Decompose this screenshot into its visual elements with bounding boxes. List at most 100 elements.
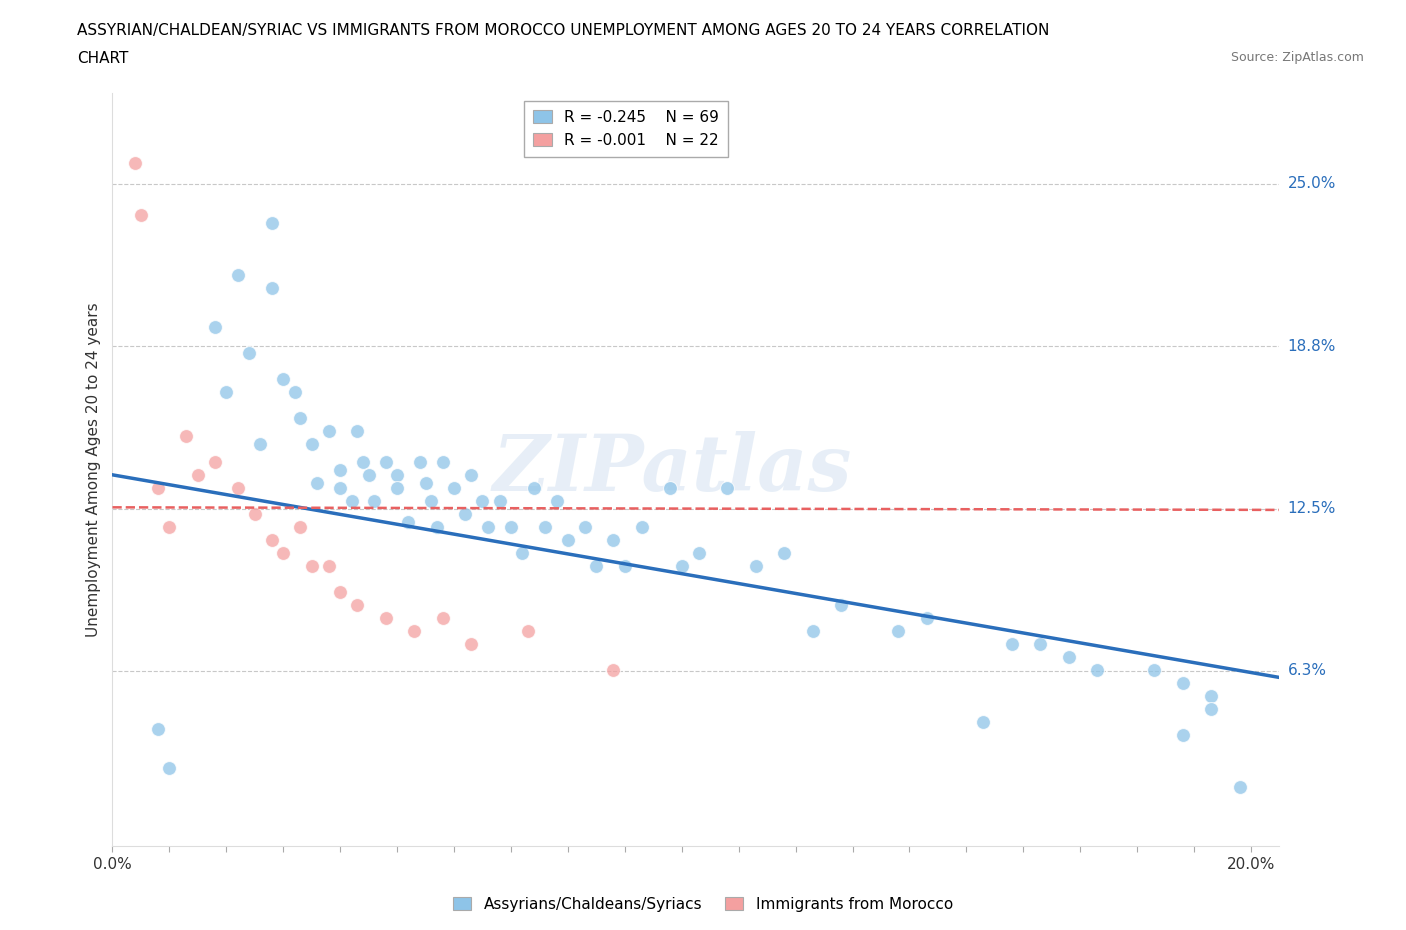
Point: [357, 468, 380, 483]
Point: [1171, 675, 1194, 690]
Point: [409, 455, 432, 470]
Point: [346, 597, 368, 612]
Point: [471, 494, 494, 509]
Point: [460, 636, 482, 651]
Point: [243, 506, 266, 521]
Point: [773, 545, 796, 560]
Point: [301, 558, 323, 573]
Point: [271, 545, 294, 560]
Text: Source: ZipAtlas.com: Source: ZipAtlas.com: [1230, 51, 1364, 64]
Point: [290, 410, 312, 425]
Text: 6.3%: 6.3%: [1288, 663, 1327, 679]
Point: [157, 761, 180, 776]
Point: [432, 455, 454, 470]
Point: [1171, 727, 1194, 742]
Point: [146, 722, 169, 737]
Point: [398, 514, 420, 529]
Point: [340, 494, 363, 509]
Text: 25.0%: 25.0%: [1288, 177, 1336, 192]
Point: [1143, 662, 1166, 677]
Point: [488, 494, 510, 509]
Point: [534, 519, 557, 534]
Point: [176, 429, 198, 444]
Point: [477, 519, 499, 534]
Text: 18.8%: 18.8%: [1288, 339, 1336, 353]
Point: [631, 519, 654, 534]
Text: ASSYRIAN/CHALDEAN/SYRIAC VS IMMIGRANTS FROM MOROCCO UNEMPLOYMENT AMONG AGES 20 T: ASSYRIAN/CHALDEAN/SYRIAC VS IMMIGRANTS F…: [77, 23, 1050, 38]
Point: [887, 623, 910, 638]
Point: [1029, 636, 1052, 651]
Point: [585, 558, 607, 573]
Point: [318, 558, 340, 573]
Point: [420, 494, 443, 509]
Point: [830, 597, 852, 612]
Point: [454, 506, 477, 521]
Point: [374, 610, 396, 625]
Point: [517, 623, 540, 638]
Point: [157, 519, 180, 534]
Point: [688, 545, 710, 560]
Point: [238, 345, 260, 360]
Point: [226, 268, 249, 283]
Point: [1199, 701, 1222, 716]
Point: [124, 155, 146, 170]
Point: [363, 494, 385, 509]
Point: [1229, 779, 1251, 794]
Point: [385, 481, 408, 496]
Point: [260, 280, 283, 295]
Point: [226, 481, 249, 496]
Point: [512, 545, 534, 560]
Point: [129, 207, 152, 222]
Point: [557, 532, 579, 547]
Point: [426, 519, 449, 534]
Point: [346, 423, 368, 438]
Point: [801, 623, 824, 638]
Point: [602, 662, 624, 677]
Point: [1085, 662, 1108, 677]
Point: [1057, 649, 1080, 664]
Point: [260, 532, 283, 547]
Point: [1199, 688, 1222, 703]
Point: [523, 481, 546, 496]
Point: [499, 519, 522, 534]
Y-axis label: Unemployment Among Ages 20 to 24 years: Unemployment Among Ages 20 to 24 years: [86, 302, 101, 637]
Point: [307, 475, 329, 490]
Text: ZIPatlas: ZIPatlas: [494, 432, 852, 508]
Point: [249, 436, 271, 451]
Point: [1001, 636, 1024, 651]
Point: [460, 468, 482, 483]
Point: [374, 455, 396, 470]
Legend: R = -0.245    N = 69, R = -0.001    N = 22: R = -0.245 N = 69, R = -0.001 N = 22: [524, 100, 728, 157]
Point: [187, 468, 209, 483]
Point: [204, 319, 226, 334]
Point: [146, 481, 169, 496]
Point: [602, 532, 624, 547]
Point: [318, 423, 340, 438]
Point: [260, 216, 283, 231]
Point: [329, 462, 352, 477]
Point: [716, 481, 738, 496]
Point: [659, 481, 682, 496]
Point: [415, 475, 437, 490]
Text: 12.5%: 12.5%: [1288, 501, 1336, 516]
Point: [352, 455, 374, 470]
Point: [290, 519, 312, 534]
Point: [972, 714, 994, 729]
Point: [284, 384, 307, 399]
Point: [329, 584, 352, 599]
Point: [613, 558, 636, 573]
Point: [204, 455, 226, 470]
Point: [301, 436, 323, 451]
Point: [215, 384, 238, 399]
Point: [329, 481, 352, 496]
Text: CHART: CHART: [77, 51, 129, 66]
Point: [745, 558, 768, 573]
Point: [915, 610, 938, 625]
Point: [432, 610, 454, 625]
Point: [271, 371, 294, 386]
Point: [404, 623, 426, 638]
Legend: Assyrians/Chaldeans/Syriacs, Immigrants from Morocco: Assyrians/Chaldeans/Syriacs, Immigrants …: [447, 890, 959, 918]
Point: [671, 558, 693, 573]
Point: [546, 494, 568, 509]
Point: [385, 468, 408, 483]
